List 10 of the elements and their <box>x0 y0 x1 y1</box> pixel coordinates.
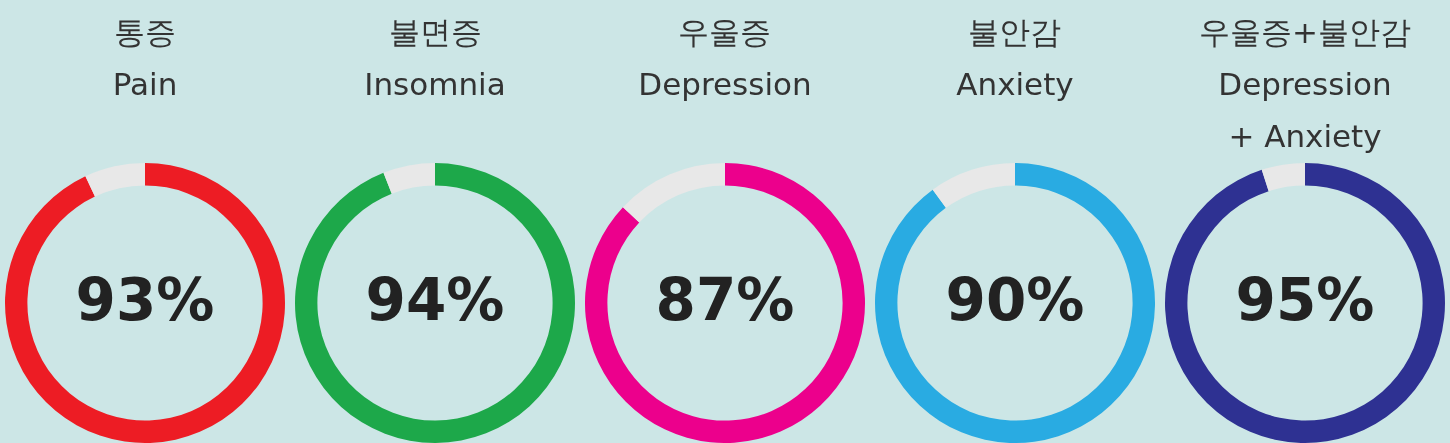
data-label: 90% <box>945 266 1085 335</box>
data-label: 95% <box>1235 266 1375 335</box>
chart-title: 불면증 Insomnia <box>364 13 506 104</box>
data-label: 93% <box>75 266 215 335</box>
chart-title: 우울증 Depression <box>638 13 812 104</box>
chart-title: 불안감 Anxiety <box>956 13 1074 104</box>
data-label: 94% <box>365 266 505 335</box>
chart-title: 통증 Pain <box>112 13 178 104</box>
chart-title: 우울증+불안감 Depression + Anxiety <box>1199 13 1411 156</box>
data-label: 87% <box>655 266 795 335</box>
